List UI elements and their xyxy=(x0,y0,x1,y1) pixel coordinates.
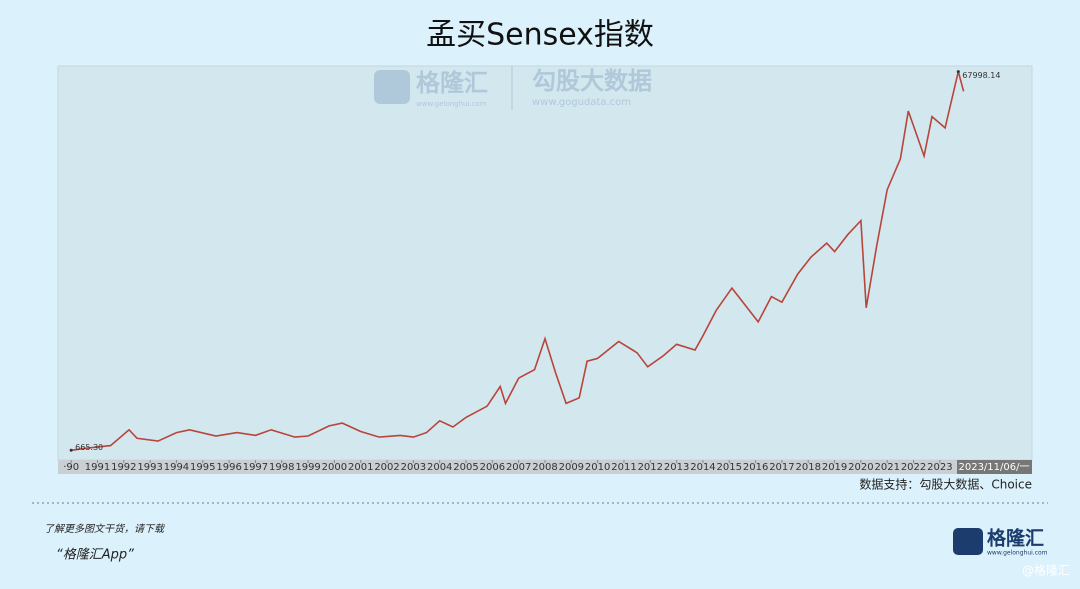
x-tick-label: 2014 xyxy=(690,462,715,473)
footer-logo-mark xyxy=(953,528,983,555)
x-tick-label: 2009 xyxy=(559,462,584,473)
watermark-data-url: www.gogudata.com xyxy=(532,97,631,108)
line-series xyxy=(71,71,965,452)
annotation-point xyxy=(956,70,960,74)
footer-logo-url: www.gelonghui.com xyxy=(987,550,1048,557)
x-tick-label: 2019 xyxy=(822,462,847,473)
plot-area xyxy=(57,65,1033,461)
x-tick-label: 2007 xyxy=(506,462,531,473)
x-tick-label: 1996 xyxy=(216,462,241,473)
x-tick-label: 2017 xyxy=(769,462,794,473)
x-tick-label: 1997 xyxy=(243,462,268,473)
footer-logo: 格隆汇 xyxy=(987,527,1044,550)
x-tick-label: 2008 xyxy=(532,462,557,473)
x-axis-strip xyxy=(58,460,1032,474)
x-tick-label: 2021 xyxy=(874,462,899,473)
x-tick-label: 2020 xyxy=(848,462,873,473)
x-tick-label: ·90 xyxy=(63,462,79,473)
x-tick-label: 2003 xyxy=(401,462,426,473)
x-tick-label: 2011 xyxy=(611,462,636,473)
x-tick-label: 2002 xyxy=(374,462,399,473)
x-tick-label: 2004 xyxy=(427,462,452,473)
x-tick-label: 2001 xyxy=(348,462,373,473)
footer-handle: @格隆汇 xyxy=(1022,563,1070,578)
x-tick-label: 2005 xyxy=(453,462,478,473)
x-tick-label: 2012 xyxy=(638,462,663,473)
x-tick-label: 1992 xyxy=(111,462,136,473)
watermark-brand: 格隆汇 xyxy=(416,69,488,97)
watermark: 格隆汇 www.gelonghui.com 勾股大数据 www.gogudata… xyxy=(374,66,652,110)
x-tick-label: 1994 xyxy=(164,462,189,473)
x-tick-label: 1993 xyxy=(137,462,162,473)
annotation-label: 67998.14 xyxy=(962,71,1000,80)
annotation-label: 665.30 xyxy=(75,443,103,452)
date-label: 2023/11/06/一 xyxy=(958,462,1029,473)
watermark-data: 勾股大数据 xyxy=(532,67,652,95)
chart-title: 孟买Sensex指数 xyxy=(426,18,654,53)
x-tick-label: 2010 xyxy=(585,462,610,473)
x-tick-label: 2013 xyxy=(664,462,689,473)
footer-line2: “格隆汇App” xyxy=(56,548,134,563)
footer-line1: 了解更多图文干货，请下载 xyxy=(44,523,166,535)
x-tick-label: 2023 xyxy=(927,462,952,473)
x-tick-label: 2006 xyxy=(480,462,505,473)
watermark-logo xyxy=(374,70,410,104)
x-tick-label: 2016 xyxy=(743,462,768,473)
x-tick-label: 1995 xyxy=(190,462,215,473)
annotation-point xyxy=(69,448,73,452)
x-tick-label: 2018 xyxy=(796,462,821,473)
x-tick-label: 1998 xyxy=(269,462,294,473)
x-tick-label: 1999 xyxy=(295,462,320,473)
x-tick-label: 2015 xyxy=(717,462,742,473)
date-box xyxy=(957,460,1032,474)
source: 数据支持：勾股大数据、Choice xyxy=(859,477,1032,492)
watermark-brand-url: www.gelonghui.com xyxy=(416,100,487,108)
x-tick-label: 2000 xyxy=(322,462,347,473)
x-tick-label: 1991 xyxy=(85,462,110,473)
x-tick-label: 2022 xyxy=(901,462,926,473)
